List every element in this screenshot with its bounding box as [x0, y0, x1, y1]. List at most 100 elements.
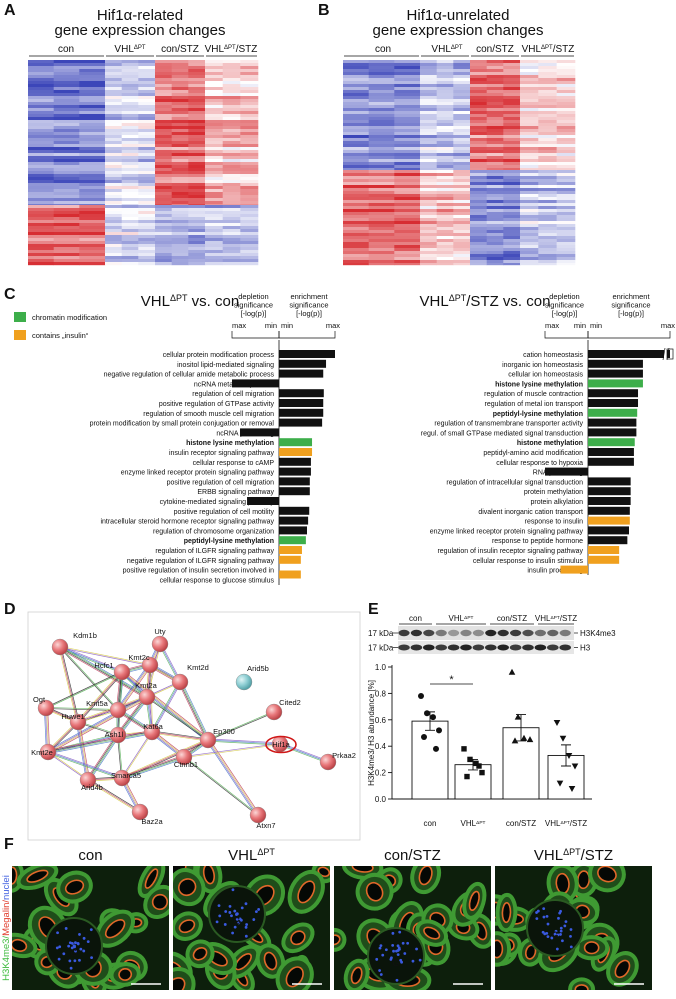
heatmap-cell — [28, 205, 54, 209]
tubule-lumen — [334, 934, 341, 946]
heatmap-cell — [121, 153, 139, 157]
heatmap-cell — [470, 132, 487, 136]
blot-band — [547, 629, 559, 637]
nucleus — [569, 934, 572, 938]
network-node — [151, 635, 169, 653]
heatmap-cell — [470, 84, 487, 88]
heatmap-cell — [486, 159, 504, 163]
heatmap-cell — [155, 75, 172, 79]
heatmap-cell — [53, 126, 80, 130]
heatmap-cell — [79, 189, 106, 193]
heatmap-cell — [453, 105, 471, 109]
heatmap-cell — [28, 111, 54, 115]
heatmap-cell — [53, 177, 80, 181]
heatmap-cell — [240, 183, 259, 187]
heatmap-cell — [138, 135, 156, 139]
heatmap-cell — [343, 182, 369, 186]
term-bar — [279, 506, 310, 515]
heatmap-cell — [436, 135, 454, 139]
label-base: con/STZ — [161, 44, 199, 55]
heatmap-cell — [556, 69, 576, 73]
heatmap-cell — [138, 186, 156, 190]
heatmap-cell — [53, 66, 80, 70]
heatmap-cell — [28, 220, 54, 224]
heatmap-cell — [470, 176, 487, 180]
node-label: Kat6a — [143, 722, 163, 731]
heatmap-cell — [520, 215, 539, 219]
heatmap-cell — [486, 165, 504, 169]
heatmap-cell — [486, 209, 504, 213]
heatmap-cell — [28, 232, 54, 236]
heatmap-cell — [105, 102, 122, 106]
heatmap-cell — [240, 195, 259, 199]
heatmap-cell — [420, 135, 437, 139]
heatmap-cell — [368, 144, 395, 148]
network-edge — [60, 646, 151, 665]
heatmap-cell — [53, 72, 80, 76]
heatmap-cell — [240, 198, 259, 202]
heatmap-cell — [520, 132, 539, 136]
heatmap-cell — [538, 138, 557, 142]
stain-part: H3K4me3/ — [1, 936, 12, 981]
nucleus — [546, 922, 550, 926]
heatmap-cell — [205, 241, 223, 245]
heatmap-cell — [188, 96, 206, 100]
heatmap-cell — [171, 129, 189, 133]
term-label: enzyme linked receptor protein signaling… — [430, 528, 584, 535]
heatmap-cell — [105, 253, 122, 257]
heatmap-cell — [171, 150, 189, 154]
heatmap-cell — [470, 75, 487, 79]
heatmap-cell — [538, 215, 557, 219]
network-edge — [116, 663, 149, 710]
heatmap-cell — [503, 108, 521, 112]
heatmap-cell — [188, 205, 206, 209]
data-point — [520, 734, 528, 741]
label-base: con — [424, 819, 437, 828]
label-base: VHL — [534, 847, 563, 864]
heatmap-cell — [53, 93, 80, 97]
heatmap-cell — [188, 84, 206, 88]
term-bar — [232, 379, 279, 388]
term-bar — [279, 438, 313, 447]
heatmap-cell — [453, 123, 471, 127]
heatmap-cell — [486, 66, 504, 70]
heatmap-cell — [503, 81, 521, 85]
micrograph — [173, 866, 330, 990]
heatmap-cell — [520, 165, 539, 169]
heatmap-cell — [538, 188, 557, 192]
heatmap-cell — [105, 66, 122, 70]
heatmap-cell — [470, 173, 487, 177]
term-bar — [588, 389, 639, 398]
heatmap-cell — [556, 120, 576, 124]
heatmap-cell — [343, 135, 369, 139]
heatmap-cell — [205, 60, 223, 64]
term-bar — [279, 555, 301, 564]
heatmap-cell — [520, 156, 539, 160]
heatmap-cell — [155, 156, 172, 160]
heatmap-cell — [486, 254, 504, 258]
heatmap-cell — [28, 183, 54, 187]
heatmap-cell — [171, 204, 189, 206]
heatmap-cell — [240, 174, 259, 178]
heatmap-cell — [171, 156, 189, 160]
blot-band-label: H3K4me3 — [580, 629, 616, 638]
heatmap-cell — [205, 204, 223, 206]
nucleus — [217, 904, 221, 908]
nucleus — [89, 928, 93, 932]
heatmap-cell — [171, 138, 189, 142]
heatmap-cell — [188, 123, 206, 127]
heatmap-cell — [222, 177, 241, 181]
heatmap-cell — [368, 87, 395, 91]
heatmap-cell — [240, 232, 259, 236]
heatmap-cell — [343, 227, 369, 231]
node-label: Kmt2a — [135, 681, 158, 690]
heatmap-cell — [79, 183, 106, 187]
heatmap-cell — [53, 186, 80, 190]
heatmap-cell — [368, 60, 395, 64]
heatmap-cell — [155, 247, 172, 251]
heatmap-cell — [470, 87, 487, 91]
heatmap-cell — [420, 126, 437, 130]
tubule-lumen — [12, 866, 18, 885]
heatmap-cell — [486, 191, 504, 195]
heatmap-cell — [486, 185, 504, 189]
